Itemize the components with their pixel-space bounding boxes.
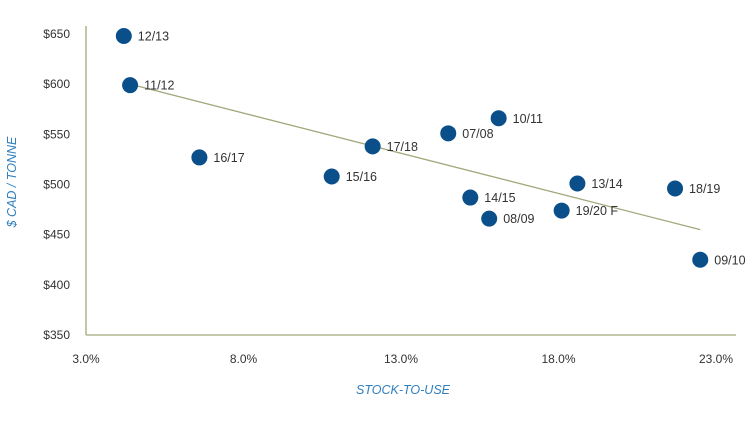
data-point bbox=[490, 110, 507, 127]
data-point bbox=[569, 175, 586, 192]
trendline bbox=[129, 83, 701, 231]
y-tick-label: $450 bbox=[43, 228, 70, 242]
data-point bbox=[553, 202, 570, 219]
y-tick-label: $550 bbox=[43, 127, 70, 141]
data-point-label: 07/08 bbox=[462, 127, 493, 141]
x-axis-ticks: 3.0% 8.0% 13.0% 18.0% 23.0% bbox=[72, 352, 733, 366]
data-point bbox=[667, 180, 684, 197]
data-point-label: 17/18 bbox=[387, 140, 418, 154]
data-point bbox=[364, 138, 381, 155]
data-point-label: 09/10 bbox=[714, 253, 745, 267]
data-point-label: 10/11 bbox=[513, 112, 543, 126]
data-point bbox=[481, 210, 498, 227]
x-tick-label: 18.0% bbox=[541, 352, 575, 366]
data-point-label: 19/20 F bbox=[576, 204, 619, 218]
data-point-label: 14/15 bbox=[484, 191, 515, 205]
x-tick-label: 23.0% bbox=[699, 352, 733, 366]
y-tick-label: $500 bbox=[43, 178, 70, 192]
data-point-label: 11/12 bbox=[144, 79, 174, 93]
data-point bbox=[191, 149, 208, 166]
data-point-label: 08/09 bbox=[503, 212, 534, 226]
y-axis-title: $ CAD / TONNE bbox=[5, 136, 19, 228]
y-tick-label: $650 bbox=[43, 27, 70, 41]
data-point-label: 13/14 bbox=[591, 177, 622, 191]
y-tick-label: $600 bbox=[43, 77, 70, 91]
y-axis-ticks: $350 $400 $450 $500 $550 $600 $650 bbox=[43, 27, 70, 342]
data-point-label: 18/19 bbox=[689, 182, 720, 196]
x-tick-label: 13.0% bbox=[384, 352, 418, 366]
y-tick-label: $400 bbox=[43, 278, 70, 292]
data-point bbox=[440, 125, 457, 142]
data-point bbox=[122, 77, 139, 94]
data-point bbox=[115, 28, 132, 45]
data-point bbox=[323, 168, 340, 185]
axes bbox=[85, 26, 736, 336]
data-point-label: 12/13 bbox=[138, 30, 169, 44]
data-point-label: 15/16 bbox=[346, 170, 377, 184]
data-point bbox=[462, 189, 479, 206]
x-tick-label: 3.0% bbox=[72, 352, 100, 366]
x-axis-title: STOCK-TO-USE bbox=[356, 383, 451, 397]
y-tick-label: $350 bbox=[43, 328, 70, 342]
data-point bbox=[692, 251, 709, 268]
data-point-label: 16/17 bbox=[213, 151, 244, 165]
x-tick-label: 8.0% bbox=[230, 352, 258, 366]
data-points: 12/13 11/12 16/17 15/16 17/18 07/08 10/11 14/15… bbox=[115, 28, 746, 268]
